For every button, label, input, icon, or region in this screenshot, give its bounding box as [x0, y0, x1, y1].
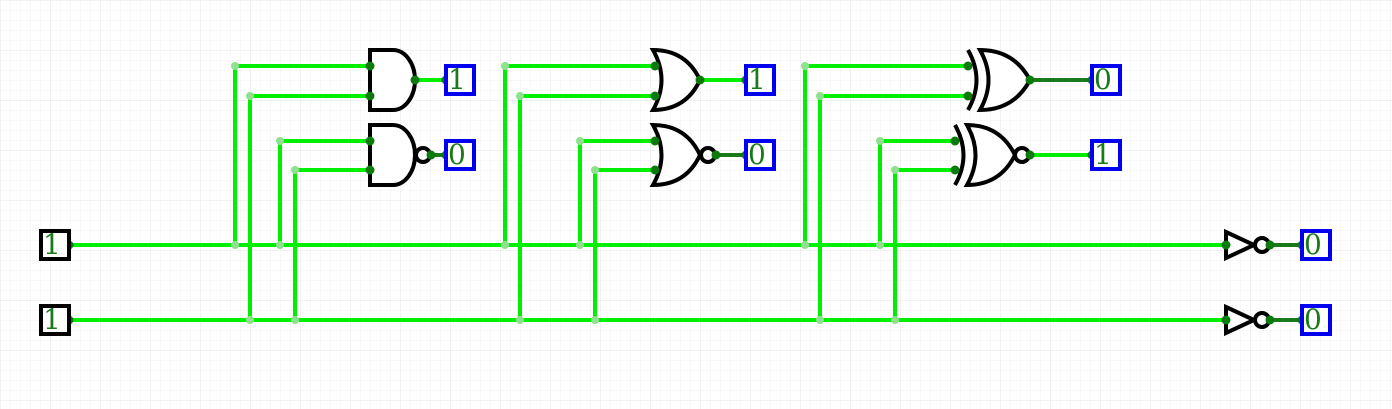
- xnor-back-curve-icon: [953, 124, 966, 186]
- and-gate[interactable]: [368, 48, 417, 112]
- nor-gate-icon: [649, 122, 703, 188]
- junction: [801, 62, 809, 70]
- junction: [816, 92, 824, 100]
- junction: [891, 166, 899, 174]
- output-not-b-value: 0: [1304, 303, 1322, 336]
- or-gate-icon: [649, 47, 703, 113]
- xnor-gate-icon: [963, 122, 1018, 188]
- junction: [576, 137, 584, 145]
- output-not-b: 0: [1300, 303, 1332, 336]
- output-xnor: 1: [1090, 138, 1122, 171]
- output-or: 1: [744, 63, 776, 96]
- input-b-value: 1: [43, 303, 61, 336]
- junction: [516, 316, 524, 324]
- junction: [246, 92, 254, 100]
- junction: [591, 316, 599, 324]
- and-gate-icon: [368, 48, 417, 112]
- junction: [501, 241, 509, 249]
- output-and-value: 1: [448, 63, 466, 96]
- input-a-value: 1: [43, 228, 61, 261]
- junction: [276, 137, 284, 145]
- output-xor: 0: [1090, 63, 1122, 96]
- xor-gate[interactable]: [966, 47, 1033, 113]
- junction: [516, 92, 524, 100]
- output-xnor-value: 1: [1094, 138, 1112, 171]
- junction: [576, 241, 584, 249]
- nor-gate[interactable]: [649, 122, 717, 188]
- junction: [591, 166, 599, 174]
- junction: [276, 241, 284, 249]
- output-nand-value: 0: [448, 138, 466, 171]
- input-switch-b[interactable]: 1: [39, 303, 71, 336]
- junction: [291, 316, 299, 324]
- junction: [876, 137, 884, 145]
- nand-gate[interactable]: [368, 123, 432, 187]
- xor-back-curve-icon: [966, 49, 979, 111]
- output-nand: 0: [444, 138, 476, 171]
- junction: [876, 241, 884, 249]
- junction: [291, 166, 299, 174]
- junction: [501, 62, 509, 70]
- junction: [816, 316, 824, 324]
- junctions: [231, 62, 899, 324]
- output-not-a: 0: [1300, 228, 1332, 261]
- output-or-value: 1: [748, 63, 766, 96]
- junction: [246, 316, 254, 324]
- junction: [891, 316, 899, 324]
- output-nor: 0: [744, 138, 776, 171]
- input-switch-a[interactable]: 1: [39, 228, 71, 261]
- output-nor-value: 0: [748, 138, 766, 171]
- junction: [231, 241, 239, 249]
- junction: [801, 241, 809, 249]
- nand-gate-icon: [368, 123, 417, 187]
- output-not-a-value: 0: [1304, 228, 1322, 261]
- or-gate[interactable]: [649, 47, 703, 113]
- output-and: 1: [444, 63, 476, 96]
- xnor-gate[interactable]: [953, 122, 1031, 188]
- xor-gate-icon: [976, 47, 1033, 113]
- output-xor-value: 0: [1094, 63, 1112, 96]
- junction: [231, 62, 239, 70]
